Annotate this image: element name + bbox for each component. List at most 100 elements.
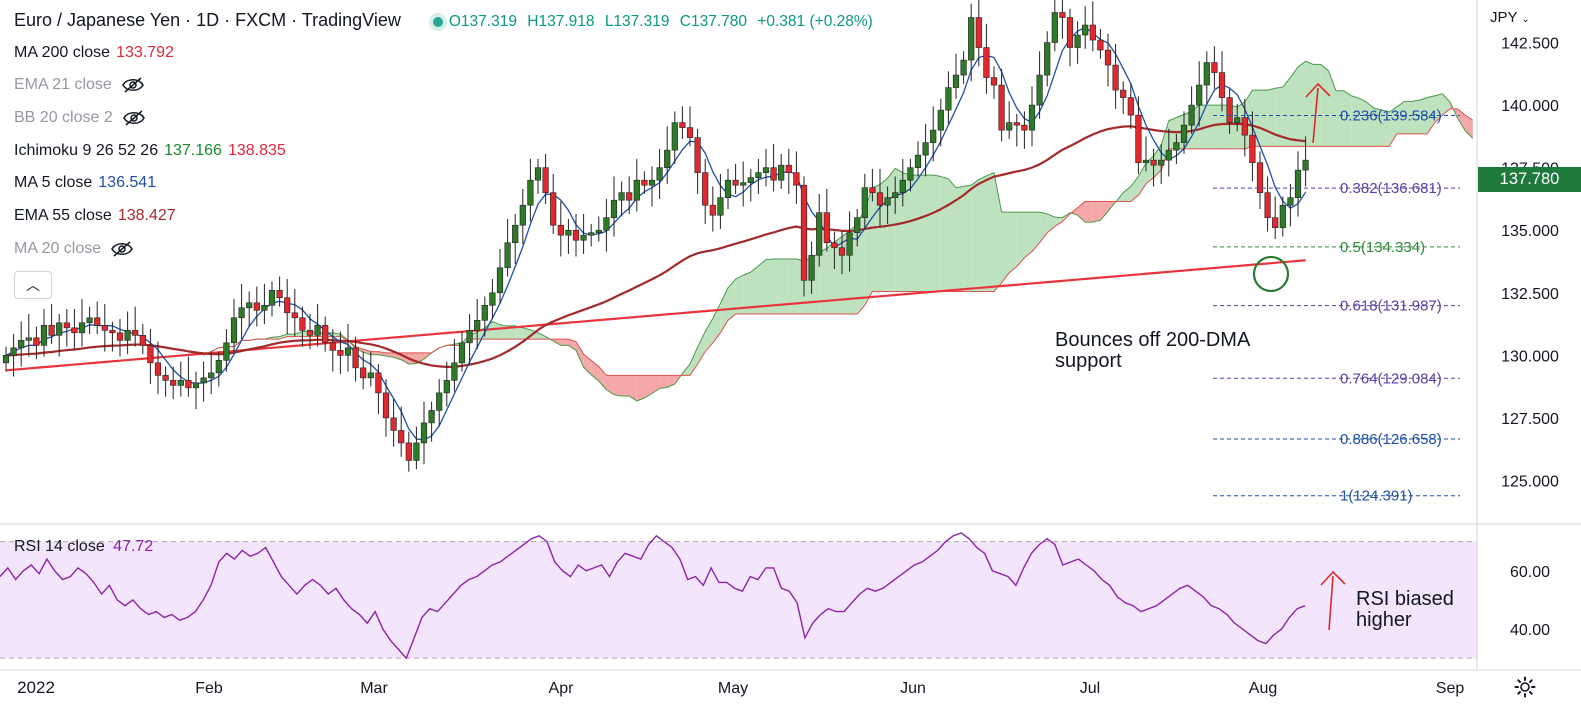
candle-body bbox=[884, 197, 891, 206]
candle-body bbox=[1097, 39, 1104, 51]
candle-body bbox=[968, 17, 975, 61]
candle-body bbox=[1203, 62, 1210, 86]
candle-body bbox=[1074, 34, 1081, 48]
candle-body bbox=[1142, 159, 1150, 163]
candle-body bbox=[56, 322, 63, 336]
candle bbox=[94, 301, 101, 335]
candle-body bbox=[930, 129, 937, 143]
settings-gear-icon[interactable] bbox=[1514, 676, 1536, 698]
change-value: +0.381 (+0.28%) bbox=[757, 13, 873, 30]
candle bbox=[428, 401, 435, 442]
candle bbox=[702, 158, 709, 224]
time-tick-label: Feb bbox=[195, 680, 223, 697]
candle bbox=[747, 168, 754, 202]
candle-body bbox=[413, 442, 420, 461]
candle bbox=[291, 289, 298, 337]
candle bbox=[968, 3, 975, 82]
hidden-eye-icon[interactable] bbox=[121, 77, 144, 93]
cloud-segment bbox=[1336, 90, 1344, 147]
candle-body bbox=[253, 302, 260, 311]
cloud-segment bbox=[948, 178, 956, 292]
candle-body bbox=[101, 325, 108, 331]
candle bbox=[405, 431, 412, 472]
candle bbox=[375, 364, 382, 415]
currency-selector[interactable]: JPY ⌄ bbox=[1490, 9, 1530, 26]
candle bbox=[656, 148, 663, 199]
candle bbox=[633, 158, 640, 212]
collapse-legend-button[interactable]: ︿ bbox=[14, 271, 52, 299]
candle-body bbox=[1112, 64, 1119, 91]
cloud-segment bbox=[667, 375, 675, 388]
indicator-row[interactable]: EMA 55 close 138.427 bbox=[14, 204, 885, 237]
candle-body bbox=[268, 289, 276, 306]
cloud-segment bbox=[690, 347, 698, 376]
indicator-label: EMA 21 close bbox=[14, 76, 112, 94]
candle-body bbox=[717, 197, 724, 216]
cloud-segment bbox=[294, 331, 303, 337]
candle-body bbox=[185, 380, 192, 389]
cloud-segment bbox=[659, 375, 668, 389]
candle bbox=[1302, 136, 1309, 187]
cloud-segment bbox=[887, 168, 896, 292]
rsi-tick-label: 40.00 bbox=[1510, 622, 1550, 639]
rsi-label[interactable]: RSI 14 close bbox=[14, 538, 105, 555]
candle-body bbox=[922, 142, 929, 156]
indicator-row[interactable]: MA 20 close bbox=[14, 237, 885, 270]
candle-body bbox=[565, 229, 572, 236]
candle bbox=[1044, 31, 1051, 87]
candle-body bbox=[314, 325, 321, 336]
cloud-segment bbox=[895, 168, 903, 292]
candle-body bbox=[344, 347, 352, 356]
candle-body bbox=[512, 224, 519, 244]
candle-body bbox=[762, 167, 770, 173]
candle-body bbox=[1302, 159, 1309, 171]
candle bbox=[572, 213, 580, 257]
price-tick-label: 140.000 bbox=[1501, 98, 1559, 115]
cloud-segment bbox=[788, 258, 797, 315]
candle-body bbox=[1287, 197, 1294, 206]
cloud-segment bbox=[1054, 217, 1063, 227]
up-arrow-price bbox=[1312, 87, 1319, 144]
cloud-segment bbox=[1328, 70, 1336, 147]
candle-body bbox=[405, 442, 412, 461]
candle-body bbox=[116, 332, 124, 341]
time-tick-label: May bbox=[718, 680, 748, 697]
candle-body bbox=[610, 199, 618, 219]
candle-body bbox=[778, 164, 785, 181]
indicator-row[interactable]: Ichimoku 9 26 52 26 137.166 138.835 bbox=[14, 139, 885, 172]
hidden-eye-icon[interactable] bbox=[111, 241, 134, 257]
symbol-title[interactable]: Euro / Japanese Yen · 1D · FXCM · Tradin… bbox=[14, 10, 401, 30]
candle-body bbox=[1188, 104, 1195, 126]
indicator-row[interactable]: BB 20 close 2 bbox=[14, 106, 885, 139]
candle bbox=[1165, 128, 1172, 177]
candle bbox=[481, 296, 488, 337]
candle-body bbox=[18, 340, 25, 349]
candle-body bbox=[1196, 84, 1203, 106]
candle bbox=[208, 351, 215, 395]
indicator-row[interactable]: MA 200 close 133.792 bbox=[14, 41, 885, 74]
indicator-value: 138.427 bbox=[117, 207, 176, 225]
cloud-segment bbox=[1374, 108, 1382, 147]
indicator-row[interactable]: MA 5 close 136.541 bbox=[14, 171, 885, 204]
hidden-eye-icon[interactable] bbox=[122, 110, 145, 126]
candle bbox=[983, 23, 990, 94]
candle bbox=[284, 279, 291, 335]
cloud-segment bbox=[758, 259, 766, 315]
candle-body bbox=[861, 187, 868, 219]
price-tick-label: 132.500 bbox=[1501, 286, 1559, 303]
time-tick-label: Mar bbox=[360, 680, 388, 697]
cloud-segment bbox=[766, 258, 774, 315]
candle-body bbox=[1234, 117, 1241, 123]
candle-body bbox=[869, 187, 876, 193]
candle-body bbox=[132, 330, 139, 336]
rsi-legend: RSI 14 close 47.72 bbox=[14, 538, 153, 556]
candle-body bbox=[1059, 12, 1066, 18]
candle-body bbox=[48, 325, 55, 336]
indicator-row[interactable]: EMA 21 close bbox=[14, 73, 885, 106]
indicator-value: 136.541 bbox=[98, 174, 157, 192]
candle bbox=[1249, 111, 1256, 182]
candle-body bbox=[1294, 169, 1302, 198]
candle bbox=[78, 299, 86, 347]
candle-body bbox=[603, 217, 610, 231]
